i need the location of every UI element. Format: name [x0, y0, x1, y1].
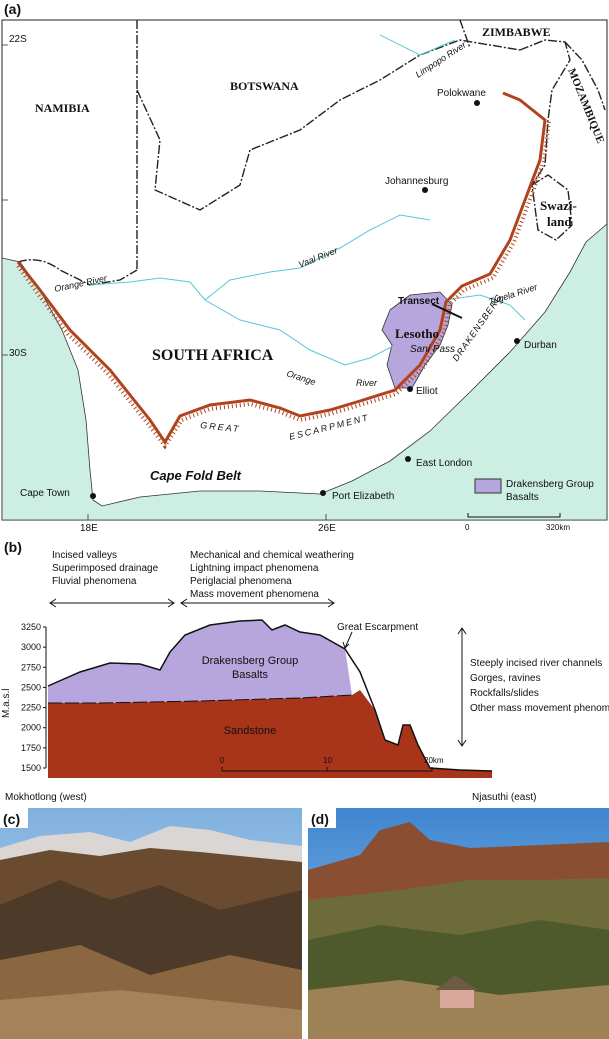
- process-label: Incised valleys: [52, 550, 117, 561]
- city-dots: [90, 100, 520, 499]
- city-label: East London: [416, 458, 472, 469]
- scale-label: 20km: [424, 756, 444, 765]
- transect-line: [431, 303, 463, 319]
- scale-label: 10: [323, 756, 332, 765]
- section-panel: 1500 1750 2000 2250 2500 2750 3000 3250 (b) Inc…: [1, 539, 609, 803]
- country-label: land: [547, 214, 572, 229]
- scale-label: 0: [220, 756, 225, 765]
- feature-label: GREAT: [200, 420, 241, 434]
- ocean: [1, 223, 608, 521]
- end-label: Njasuthi (east): [472, 792, 536, 803]
- process-label: Fluvial phenomena: [52, 576, 137, 587]
- lat-label: 30S: [9, 348, 27, 359]
- process-label: Superimposed drainage: [52, 563, 159, 574]
- city-label: Polokwane: [437, 88, 486, 99]
- process-label: Steeply incised river channels: [470, 658, 602, 669]
- y-tick-label: 2750: [21, 662, 41, 672]
- panel-label: (a): [4, 1, 21, 17]
- surface-profile: [47, 619, 493, 772]
- photo-d: (d): [308, 808, 609, 1039]
- y-tick-label: 2250: [21, 703, 41, 713]
- process-label: Lightning impact phenomena: [190, 563, 319, 574]
- process-label: Gorges, ravines: [470, 673, 541, 684]
- country-label: Lesotho: [395, 326, 439, 341]
- map-panel: (a) 22S 30S 18E 26E ZIMBABWE BOTSWANA NA…: [1, 1, 608, 534]
- process-label: Mechanical and chemical weathering: [190, 550, 354, 561]
- lesotho-basalt: [381, 291, 453, 389]
- panel-label: (d): [311, 811, 329, 827]
- lon-label: 18E: [80, 523, 98, 534]
- legend-label: Basalts: [506, 492, 539, 503]
- process-label: Other mass movement phenomena: [470, 703, 609, 714]
- borders: [17, 19, 606, 389]
- lat-label: 22S: [9, 34, 27, 45]
- rivers: [89, 34, 526, 366]
- escarpment: [16, 91, 551, 450]
- graticule: [2, 44, 327, 520]
- feature-label: Sani Pass: [410, 344, 455, 355]
- y-tick-label: 3250: [21, 622, 41, 632]
- city-label: Cape Town: [20, 488, 70, 499]
- country-label: SOUTH AFRICA: [152, 347, 274, 364]
- arrows: [49, 598, 467, 772]
- sandstone-layer: [48, 690, 492, 778]
- feature-label: Cape Fold Belt: [150, 468, 242, 483]
- country-label: NAMIBIA: [35, 101, 90, 115]
- city-label: Elliot: [416, 386, 438, 397]
- unit-label: Basalts: [232, 669, 269, 681]
- process-label: Periglacial phenomena: [190, 576, 292, 587]
- river-label: River: [356, 378, 378, 388]
- y-tick-label: 3000: [21, 642, 41, 652]
- end-label: Mokhotlong (west): [5, 792, 87, 803]
- contact-line: [48, 694, 353, 704]
- city-label: Port Elizabeth: [332, 491, 394, 502]
- city-label: Durban: [524, 340, 557, 351]
- process-label: Rockfalls/slides: [470, 688, 539, 699]
- y-tick-label: 1500: [21, 763, 41, 773]
- y-tick-label: 2500: [21, 682, 41, 692]
- y-tick-label: 2000: [21, 723, 41, 733]
- escarpment-label: Great Escarpment: [337, 622, 418, 633]
- y-tick-label: 1750: [21, 743, 41, 753]
- city-label: Johannesburg: [385, 176, 448, 187]
- panel-label: (c): [3, 811, 20, 827]
- scale-label: 320km: [546, 523, 570, 532]
- lon-label: 26E: [318, 523, 336, 534]
- y-axis: 1500 1750 2000 2250 2500 2750 3000 3250: [21, 622, 47, 773]
- unit-label: Drakensberg Group: [202, 655, 299, 667]
- process-label: Mass movement phenomena: [190, 589, 319, 600]
- scale-label: 0: [465, 523, 470, 532]
- panel-label: (b): [4, 539, 22, 555]
- scale-bar: [467, 513, 561, 518]
- country-label: ZIMBABWE: [482, 25, 551, 39]
- basalt-layer: [48, 620, 352, 703]
- country-label: BOTSWANA: [230, 79, 299, 93]
- legend-swatch: [474, 478, 502, 494]
- y-axis-label: M.a.s.l: [1, 689, 12, 718]
- unit-label: Sandstone: [224, 725, 277, 737]
- feature-label: Transect: [398, 296, 440, 307]
- country-label: Swazi-: [540, 198, 577, 213]
- photo-c: (c): [0, 808, 302, 1039]
- legend-label: Drakensberg Group: [506, 479, 594, 490]
